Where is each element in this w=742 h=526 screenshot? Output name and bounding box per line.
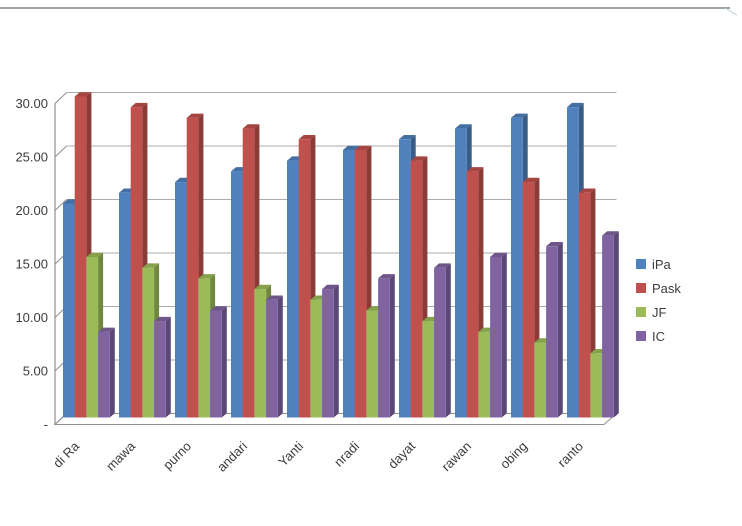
bar-IC-nradi[interactable] (378, 274, 395, 418)
bar-IC-purno[interactable] (210, 306, 227, 418)
legend-swatch-JF (636, 307, 646, 317)
legend-swatch-IC (636, 331, 646, 341)
x-category-label-andari[interactable]: andari (214, 438, 250, 474)
y-tick-label-20[interactable]: 20.00 (15, 203, 48, 218)
y-tick-label-5[interactable]: 5.00 (23, 364, 48, 379)
legend-item-IC[interactable]: IC (636, 324, 681, 348)
x-category-label-rawan[interactable]: rawan (438, 439, 474, 475)
bar-IC-andari[interactable] (266, 295, 283, 418)
page-border-corner (724, 7, 738, 16)
bar-IC-dayat[interactable] (434, 263, 451, 418)
legend-swatch-Pask (636, 283, 646, 293)
legend-item-iPa[interactable]: iPa (636, 252, 681, 276)
legend-label: JF (652, 304, 667, 320)
x-category-label-ranto[interactable]: ranto (555, 439, 587, 471)
x-category-label-di-Ra[interactable]: di Ra (50, 438, 83, 471)
x-category-label-Yanti[interactable]: Yanti (275, 438, 306, 469)
legend-label: Pask (652, 280, 681, 296)
y-tick-label-0[interactable]: - (44, 417, 48, 432)
bar-IC-mawa[interactable] (154, 316, 171, 418)
legend-label: IC (652, 328, 665, 344)
legend[interactable]: iPa Pask JF IC (636, 252, 681, 348)
x-category-label-mawa[interactable]: mawa (103, 438, 139, 474)
bar-IC-obing[interactable] (546, 242, 563, 418)
y-tick-label-10[interactable]: 10.00 (15, 310, 48, 325)
x-category-label-dayat[interactable]: dayat (385, 438, 418, 471)
y-tick-label-15[interactable]: 15.00 (15, 257, 48, 272)
y-axis-tick-30 (54, 92, 67, 104)
legend-label: iPa (652, 256, 671, 272)
bar-IC-Yanti[interactable] (322, 284, 339, 418)
legend-item-JF[interactable]: JF (636, 300, 681, 324)
y-axis-tick-20 (54, 199, 67, 211)
y-tick-label-30[interactable]: 30.00 (15, 96, 48, 111)
x-category-label-nradi[interactable]: nradi (331, 438, 362, 469)
page-top-border (0, 7, 730, 9)
bar-IC-di Ra[interactable] (98, 327, 115, 418)
legend-item-Pask[interactable]: Pask (636, 276, 681, 300)
x-category-label-purno[interactable]: purno (160, 439, 194, 473)
y-tick-label-25[interactable]: 25.00 (15, 150, 48, 165)
legend-swatch-iPa (636, 259, 646, 269)
y-axis-tick-25 (54, 145, 67, 158)
bar-IC-rawan[interactable] (490, 252, 507, 418)
x-category-label-obing[interactable]: obing (497, 439, 530, 472)
bar-IC-ranto[interactable] (602, 231, 619, 418)
